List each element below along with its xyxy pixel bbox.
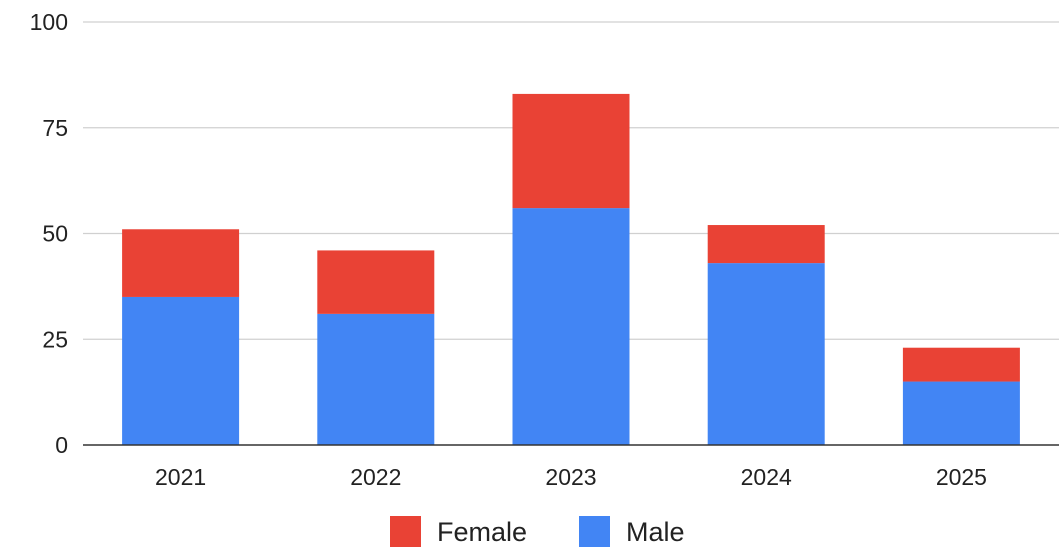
x-tick-label: 2021 <box>155 464 206 490</box>
bar-female-2024 <box>707 225 825 264</box>
bar-female-2022 <box>317 250 435 314</box>
bars <box>122 93 1020 445</box>
bar-male-2023 <box>512 208 630 445</box>
bar-male-2024 <box>707 263 825 445</box>
x-tick-label: 2023 <box>545 464 596 490</box>
bar-female-2021 <box>122 229 240 297</box>
y-axis-tick-labels: 0 25 50 75 100 <box>30 9 68 458</box>
y-tick-label: 25 <box>42 326 68 352</box>
y-tick-label: 0 <box>55 432 68 458</box>
y-tick-label: 100 <box>30 9 68 35</box>
x-tick-label: 2025 <box>936 464 987 490</box>
legend-swatch-male <box>579 516 610 547</box>
bar-female-2023 <box>512 93 630 209</box>
bar-female-2025 <box>902 347 1020 382</box>
bar-male-2022 <box>317 313 435 445</box>
bar-male-2021 <box>122 296 240 445</box>
legend-label-female: Female <box>437 517 527 547</box>
y-tick-label: 50 <box>42 221 68 247</box>
x-tick-label: 2024 <box>741 464 792 490</box>
legend-swatch-female <box>390 516 421 547</box>
legend: Female Male <box>390 516 685 547</box>
x-axis-tick-labels: 2021 2022 2023 2024 2025 <box>155 464 987 490</box>
y-tick-label: 75 <box>42 115 68 141</box>
bar-male-2025 <box>902 381 1020 445</box>
x-tick-label: 2022 <box>350 464 401 490</box>
legend-label-male: Male <box>626 517 685 547</box>
